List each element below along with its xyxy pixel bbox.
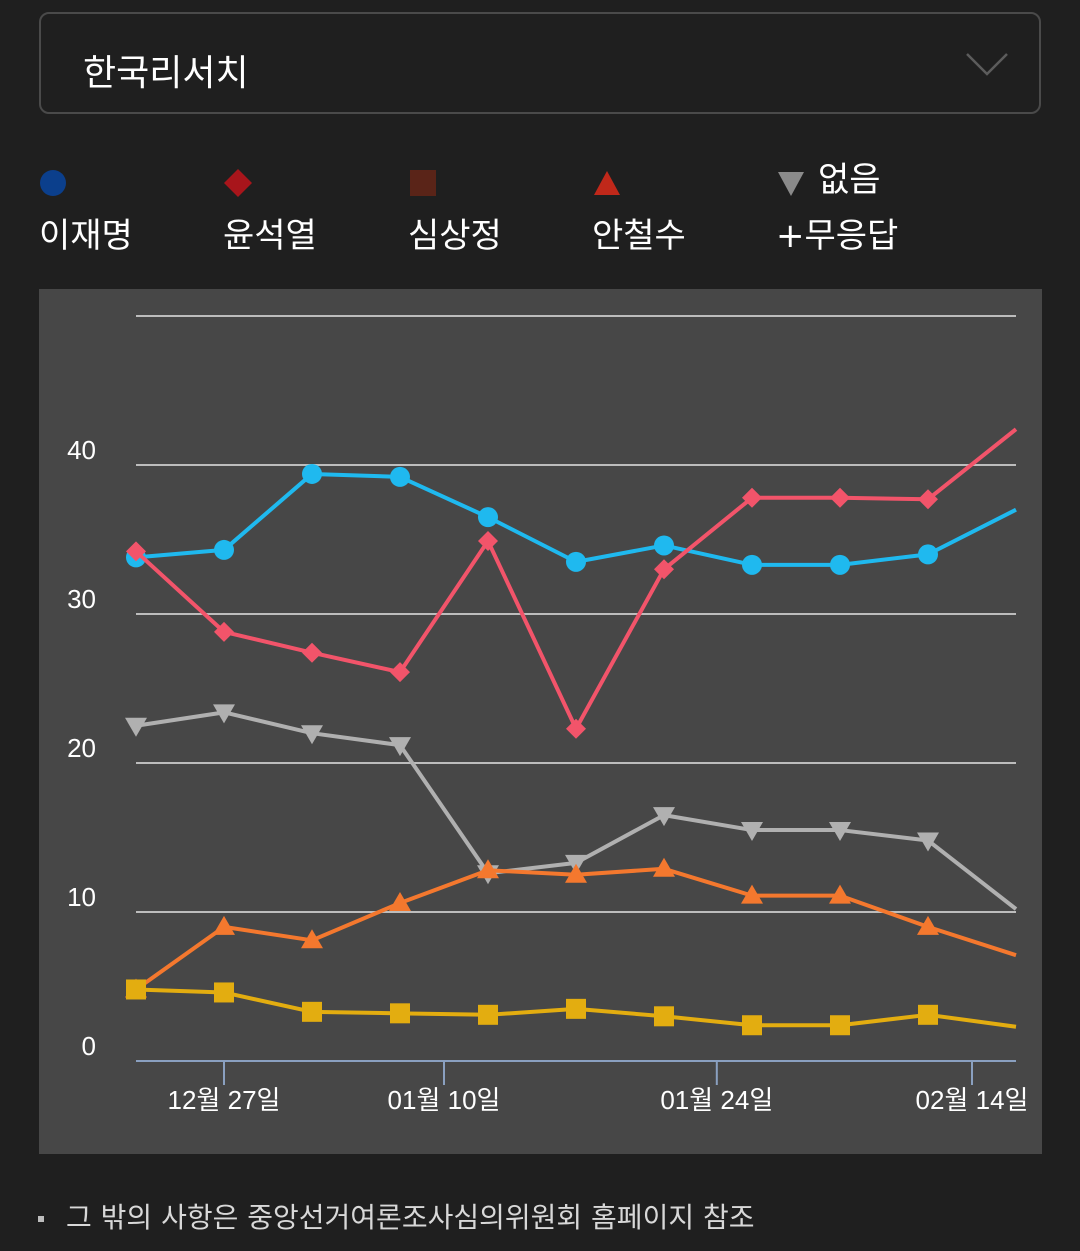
- data-point: [302, 1001, 322, 1022]
- chevron-down-icon: [966, 53, 1008, 76]
- data-point: [741, 884, 763, 904]
- circle-marker-icon: [40, 170, 66, 196]
- data-point: [302, 642, 322, 663]
- series-line: [134, 866, 1017, 992]
- x-tick-label: 01월 10일: [388, 1085, 501, 1115]
- data-point: [477, 859, 499, 879]
- data-point: [918, 1004, 938, 1025]
- data-point: [389, 737, 411, 757]
- footnote: 그 밖의 사항은 중앙선거여론조사심의위원회 홈페이지 참조: [38, 1196, 755, 1236]
- data-point: [829, 884, 851, 904]
- data-point: [302, 463, 322, 484]
- diamond-marker-icon: [224, 169, 252, 197]
- data-point: [126, 979, 146, 1000]
- chart-legend: 이재명 윤석열 심상정 안철수 없음 +무응답: [0, 160, 1080, 270]
- legend-item-yoon: 윤석열: [223, 160, 403, 270]
- data-point: [654, 1006, 674, 1027]
- data-point: [830, 554, 850, 575]
- data-point: [566, 551, 586, 572]
- data-point: [301, 725, 323, 745]
- bullet-icon: [38, 1216, 44, 1222]
- data-point: [830, 1015, 850, 1036]
- data-point: [301, 929, 323, 949]
- pollster-select[interactable]: 한국리서치: [39, 12, 1041, 114]
- y-tick-label: 30: [67, 584, 96, 614]
- data-point: [478, 1004, 498, 1025]
- legend-label-line1: 없음: [818, 160, 881, 200]
- data-point: [917, 915, 939, 935]
- data-point: [565, 863, 587, 883]
- data-point: [917, 832, 939, 852]
- line-chart: 0 10 20 30 40 12월 27일 01월 10일 01월 24일 02월 14일: [39, 289, 1042, 1154]
- x-tick-label: 12월 27일: [168, 1085, 281, 1115]
- legend-item-lee: 이재명: [39, 160, 219, 270]
- data-point: [918, 489, 938, 510]
- data-point: [742, 554, 762, 575]
- data-point: [653, 857, 675, 877]
- y-tick-label: 10: [67, 882, 96, 912]
- data-point: [742, 487, 762, 508]
- data-point: [390, 1003, 410, 1024]
- x-tick-label: 01월 24일: [660, 1085, 773, 1115]
- legend-item-none: 없음 +무응답: [776, 160, 956, 270]
- data-point: [566, 998, 586, 1019]
- data-point: [213, 704, 235, 724]
- square-marker-icon: [410, 170, 436, 196]
- legend-item-ahn: 안철수: [592, 160, 772, 270]
- pollster-select-value: 한국리서치: [83, 53, 249, 94]
- data-point: [214, 539, 234, 560]
- legend-label: 심상정: [408, 216, 502, 256]
- legend-label-line2: +무응답: [776, 216, 899, 256]
- data-point: [125, 717, 147, 737]
- triangle-down-marker-icon: [778, 172, 804, 196]
- y-tick-label: 0: [82, 1031, 96, 1061]
- triangle-up-marker-icon: [594, 171, 620, 195]
- legend-item-sim: 심상정: [408, 160, 588, 270]
- data-point: [390, 466, 410, 487]
- data-point: [918, 544, 938, 565]
- data-point: [741, 822, 763, 842]
- series-line: [134, 427, 1018, 731]
- chart-canvas: 0 10 20 30 40 12월 27일 01월 10일 01월 24일 02월 14일: [67, 315, 1029, 1115]
- data-point: [742, 1015, 762, 1036]
- legend-label: 이재명: [39, 216, 133, 256]
- data-point: [214, 621, 234, 642]
- data-point: [214, 982, 234, 1003]
- data-point: [830, 487, 850, 508]
- data-point: [389, 892, 411, 912]
- legend-label: 윤석열: [223, 216, 317, 256]
- data-point: [654, 559, 674, 580]
- y-tick-label: 40: [67, 435, 96, 465]
- y-tick-label: 20: [67, 733, 96, 763]
- data-point: [653, 807, 675, 827]
- data-point: [654, 535, 674, 556]
- data-point: [478, 530, 498, 551]
- data-point: [126, 541, 146, 562]
- series-line: [135, 471, 1017, 567]
- data-point: [478, 507, 498, 528]
- x-tick-label: 02월 14일: [916, 1085, 1029, 1115]
- data-point: [566, 718, 586, 739]
- data-point: [829, 822, 851, 842]
- data-point: [390, 662, 410, 683]
- legend-label: 안철수: [592, 216, 686, 256]
- footnote-text: 그 밖의 사항은 중앙선거여론조사심의위원회 홈페이지 참조: [66, 1201, 755, 1234]
- data-point: [213, 915, 235, 935]
